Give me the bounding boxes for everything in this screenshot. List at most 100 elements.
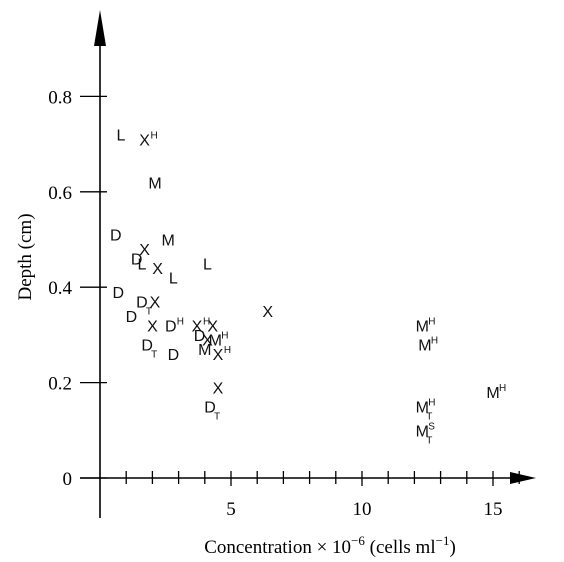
y-tick-label: 0.6 bbox=[48, 183, 72, 204]
data-point: D bbox=[168, 347, 180, 364]
data-point: X bbox=[202, 333, 213, 350]
point-marker: M bbox=[418, 337, 431, 354]
point-subscript: T bbox=[146, 307, 152, 318]
point-marker: M bbox=[416, 318, 429, 335]
point-marker: M bbox=[486, 385, 499, 402]
point-marker: D bbox=[110, 228, 122, 245]
point-superscript: H bbox=[428, 316, 435, 327]
data-point: DT bbox=[204, 399, 220, 422]
data-point: DT bbox=[141, 337, 157, 360]
x-tick-label: 5 bbox=[226, 499, 236, 520]
point-superscript: H bbox=[221, 331, 228, 342]
point-marker: X bbox=[152, 261, 163, 278]
data-point: M ST bbox=[416, 421, 436, 446]
tick-labels: 5 10 15 0 0.2 0.4 0.6 0.8 bbox=[48, 87, 502, 520]
data-point: X bbox=[150, 295, 161, 312]
point-marker: X bbox=[150, 295, 161, 312]
data-point: D bbox=[126, 309, 138, 326]
point-marker: D bbox=[168, 347, 180, 364]
y-tick-label: 0 bbox=[63, 469, 73, 490]
y-axis-title: Depth (cm) bbox=[15, 213, 36, 300]
x-tick-label: 10 bbox=[353, 499, 372, 520]
point-marker: M bbox=[161, 233, 174, 250]
data-point: DT bbox=[136, 295, 152, 318]
point-marker: L bbox=[169, 271, 178, 288]
data-point: X bbox=[207, 318, 218, 335]
y-tick-label: 0.8 bbox=[48, 87, 72, 108]
point-marker: M bbox=[148, 175, 161, 192]
point-marker: X bbox=[213, 380, 224, 397]
y-axis-arrowhead bbox=[94, 10, 106, 46]
point-superscript: H bbox=[177, 316, 184, 327]
point-marker: D bbox=[194, 328, 206, 345]
point-marker: D bbox=[141, 337, 153, 354]
data-point: L bbox=[117, 128, 126, 145]
data-point: X bbox=[139, 242, 150, 259]
point-marker: X bbox=[213, 347, 224, 364]
x-axis-arrowhead bbox=[510, 472, 536, 484]
x-tick-label: 15 bbox=[484, 499, 503, 520]
axes bbox=[80, 10, 536, 518]
point-superscript: H bbox=[428, 397, 435, 408]
point-superscript: H bbox=[224, 345, 231, 356]
point-marker: D bbox=[165, 318, 177, 335]
point-subscript: T bbox=[151, 349, 157, 360]
point-marker: L bbox=[137, 256, 146, 273]
point-marker: D bbox=[204, 399, 216, 416]
data-point: M bbox=[161, 233, 174, 250]
point-superscript: H bbox=[431, 335, 438, 346]
point-marker: M bbox=[416, 423, 429, 440]
data-point: M bbox=[148, 175, 161, 192]
x-axis-title: Concentration × 10−6 (cells ml−1) bbox=[204, 533, 456, 558]
data-point: D bbox=[194, 328, 206, 345]
data-point: L bbox=[137, 256, 146, 273]
point-marker: X bbox=[192, 318, 203, 335]
point-marker: X bbox=[262, 304, 273, 321]
data-point: D bbox=[110, 228, 122, 245]
point-marker: D bbox=[113, 285, 125, 302]
point-marker: D bbox=[136, 295, 148, 312]
y-tick-label: 0.2 bbox=[48, 374, 72, 395]
point-marker: D bbox=[126, 309, 138, 326]
point-marker: M bbox=[198, 342, 211, 359]
point-marker: X bbox=[207, 318, 218, 335]
point-marker: X bbox=[202, 333, 213, 350]
data-point: L bbox=[169, 271, 178, 288]
point-marker: M bbox=[209, 333, 222, 350]
point-subscript: T bbox=[214, 411, 220, 422]
data-point: X bbox=[152, 261, 163, 278]
point-marker: M bbox=[416, 399, 429, 416]
point-marker: D bbox=[131, 252, 143, 269]
point-superscript: H bbox=[499, 383, 506, 394]
data-point: M bbox=[198, 342, 211, 359]
data-point: X bbox=[213, 380, 224, 397]
y-tick-label: 0.4 bbox=[48, 278, 72, 299]
ticks bbox=[80, 95, 520, 486]
point-superscript: H bbox=[203, 316, 210, 327]
point-marker: X bbox=[139, 242, 150, 259]
point-superscript: S bbox=[428, 421, 435, 432]
point-subscript: T bbox=[426, 435, 432, 446]
point-superscript: H bbox=[151, 130, 158, 141]
point-subscript: T bbox=[426, 411, 432, 422]
data-point: L bbox=[203, 256, 212, 273]
data-point: X bbox=[262, 304, 273, 321]
point-marker: X bbox=[139, 132, 150, 149]
point-marker: L bbox=[117, 128, 126, 145]
data-point: D bbox=[113, 285, 125, 302]
point-marker: X bbox=[147, 318, 158, 335]
data-point: D bbox=[131, 252, 143, 269]
data-point: X bbox=[147, 318, 158, 335]
data-point: M HT bbox=[416, 397, 436, 422]
point-marker: L bbox=[203, 256, 212, 273]
